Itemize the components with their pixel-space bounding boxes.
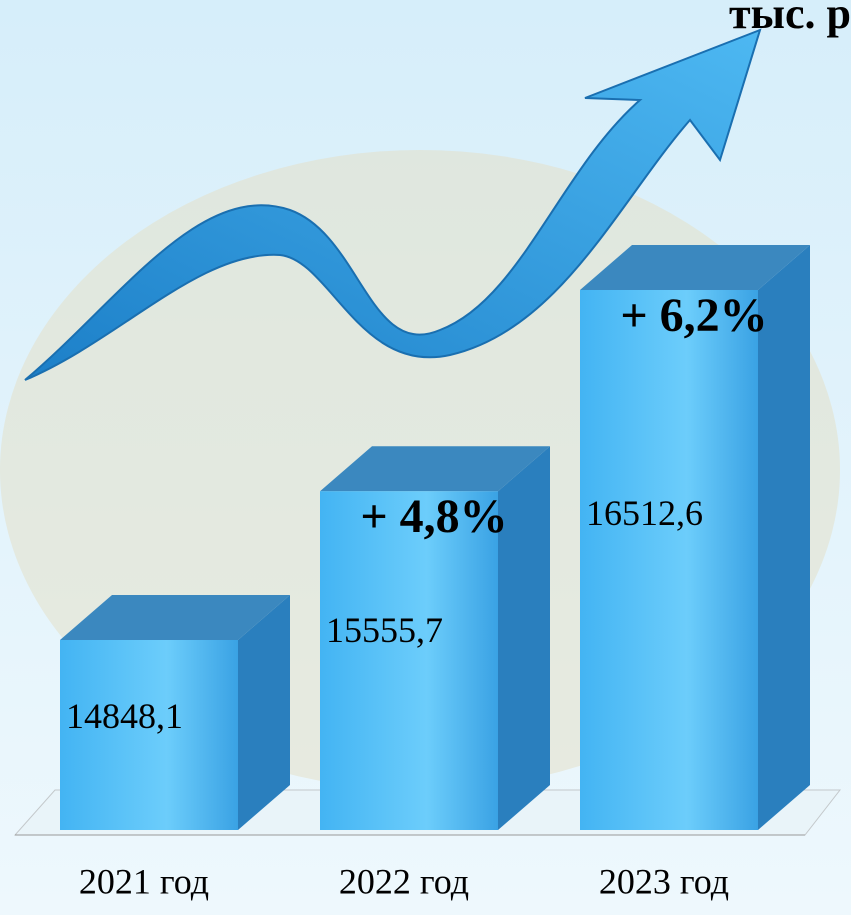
x-tick-label: 2022 год — [339, 861, 469, 901]
growth-annotation: + 4,8% — [360, 490, 507, 543]
value-label: 15555,7 — [326, 610, 443, 650]
bar — [580, 290, 758, 830]
value-label: 14848,1 — [66, 696, 183, 736]
chart-title: тыс. р — [729, 0, 851, 38]
page: % тыс. р 14848,12021 год15555,72022 год+… — [0, 0, 851, 915]
value-label: 16512,6 — [586, 493, 703, 533]
growth-annotation: + 6,2% — [620, 289, 767, 342]
chart: % тыс. р 14848,12021 год15555,72022 год+… — [0, 0, 851, 915]
x-tick-label: 2023 год — [599, 861, 729, 901]
x-tick-label: 2021 год — [79, 861, 209, 901]
